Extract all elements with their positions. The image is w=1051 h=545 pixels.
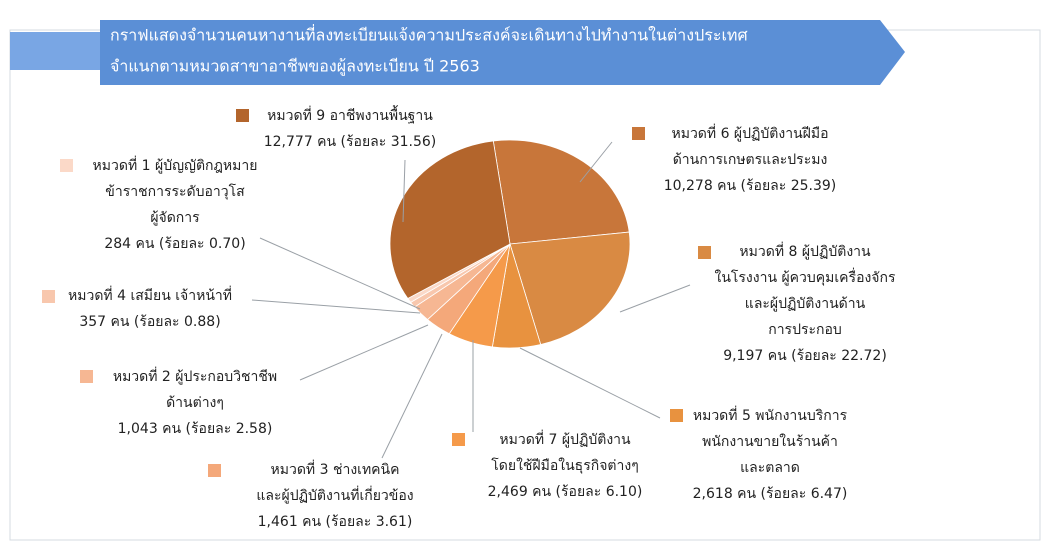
banner-shape (10, 20, 905, 85)
value-label: 1,043 คน (ร้อยละ 2.58) (118, 421, 273, 437)
value-label: 357 คน (ร้อยละ 0.88) (79, 314, 220, 330)
value-label: 12,777 คน (ร้อยละ 31.56) (264, 134, 437, 150)
legend-swatch (60, 159, 73, 172)
leader-line (259, 237, 421, 310)
slice-label: การประกอบ (768, 322, 842, 338)
legend-swatch (670, 409, 683, 422)
title-banner: กราฟแสดงจำนวนคนหางานที่ลงทะเบียนแจ้งความ… (10, 20, 905, 85)
banner-tab (10, 32, 100, 70)
slice-label: ข้าราชการระดับอาวุโส (105, 183, 245, 200)
pie-slice (492, 139, 630, 245)
legend-swatch (208, 464, 221, 477)
slice-label: หมวดที่ 3 ช่างเทคนิค (271, 460, 400, 478)
slice-label: หมวดที่ 9 อาชีพงานพื้นฐาน (267, 105, 433, 124)
leader-line (519, 347, 661, 419)
legend-swatch (698, 246, 711, 259)
legend-swatch (452, 433, 465, 446)
legend-swatch (632, 127, 645, 140)
legend-swatch (42, 290, 55, 303)
slice-label: ในโรงงาน ผู้ควบคุมเครื่องจักร (714, 268, 896, 286)
slice-label: หมวดที่ 8 ผู้ปฏิบัติงาน (739, 242, 871, 260)
leader-line (299, 324, 429, 381)
slice-label: หมวดที่ 2 ผู้ประกอบวิชาชีพ (113, 367, 277, 385)
slice-label: หมวดที่ 4 เสมียน เจ้าหน้าที่ (68, 286, 232, 304)
slice-label: หมวดที่ 5 พนักงานบริการ (693, 406, 848, 424)
legend-swatch (236, 109, 249, 122)
slice-label: หมวดที่ 1 ผู้บัญญัติกฎหมาย (93, 156, 258, 174)
pie-slice (389, 140, 511, 300)
slice-label: ด้านต่างๆ (166, 395, 224, 411)
chart-title: กราฟแสดงจำนวนคนหางานที่ลงทะเบียนแจ้งความ… (110, 24, 748, 45)
value-label: 1,461 คน (ร้อยละ 3.61) (258, 514, 413, 530)
value-label: 10,278 คน (ร้อยละ 25.39) (664, 178, 837, 194)
slice-label: พนักงานขายในร้านค้า (702, 433, 838, 450)
slice-label: หมวดที่ 7 ผู้ปฏิบัติงาน (499, 430, 631, 448)
slice-label: หมวดที่ 6 ผู้ปฏิบัติงานฝีมือ (671, 124, 828, 142)
value-label: 9,197 คน (ร้อยละ 22.72) (723, 348, 887, 364)
slice-label: ด้านการเกษตรและประมง (673, 152, 828, 168)
slice-label: ผู้จัดการ (150, 210, 200, 226)
slice-label: และผู้ปฏิบัติงานที่เกี่ยวข้อง (256, 486, 413, 504)
slice-label: และตลาด (740, 460, 800, 476)
value-label: 284 คน (ร้อยละ 0.70) (104, 236, 245, 252)
slice-label: โดยใช้ฝีมือในธุรกิจต่างๆ (491, 457, 638, 474)
leader-line (579, 141, 613, 183)
value-label: 2,469 คน (ร้อยละ 6.10) (488, 484, 643, 500)
chart-title: จำแนกตามหมวดสาขาอาชีพของผู้ลงทะเบียน ปี … (110, 57, 480, 77)
leader-line (402, 159, 406, 223)
pie-slice (509, 231, 631, 346)
legend-swatch (80, 370, 93, 383)
slice-label: และผู้ปฏิบัติงานด้าน (745, 296, 866, 312)
leader-line (619, 284, 691, 313)
leader-line (381, 333, 443, 459)
leader-line (251, 299, 421, 314)
value-label: 2,618 คน (ร้อยละ 6.47) (693, 486, 848, 502)
